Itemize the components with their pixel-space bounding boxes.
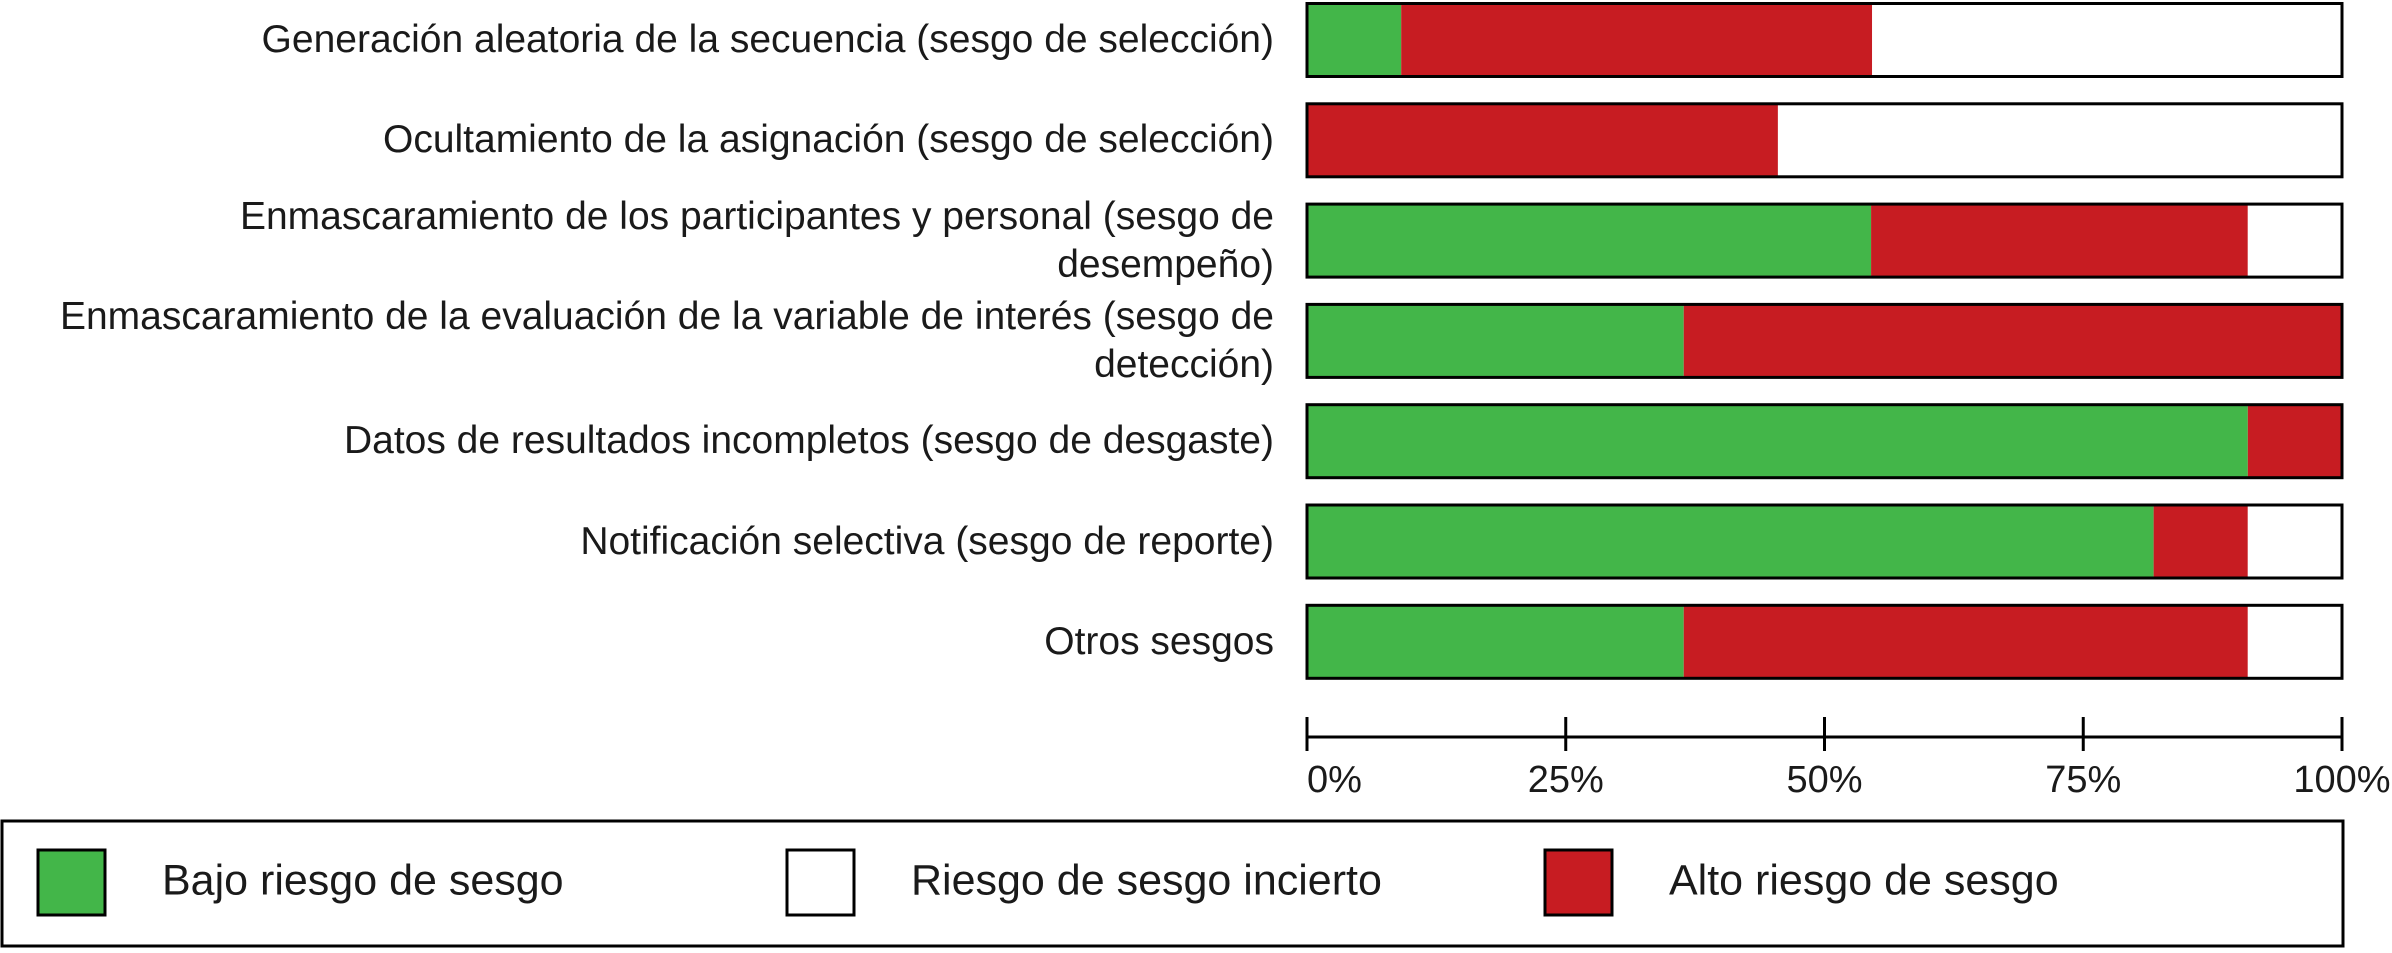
x-tick-label: 75%	[2045, 759, 2121, 801]
x-tick-label: 50%	[1786, 759, 1862, 801]
x-tick-label: 25%	[1528, 759, 1604, 801]
bar-segment	[1307, 304, 1684, 378]
bar-segment	[2247, 404, 2342, 478]
bar-segment	[1401, 3, 1873, 77]
bar-frame	[1305, 603, 2344, 680]
legend-box	[0, 819, 2345, 948]
category-label: Otros sesgos	[1044, 619, 1274, 663]
bar-segment	[1307, 505, 2154, 578]
category-label: Enmascaramiento de la evaluación de la v…	[59, 294, 1274, 386]
category-label: Enmascaramiento de los participantes y p…	[239, 194, 1274, 286]
legend-label: Riesgo de sesgo incierto	[911, 856, 1382, 904]
bar-frame	[1305, 302, 2344, 379]
bar-frame	[1305, 503, 2344, 580]
legend-swatch	[785, 848, 856, 917]
bar-segment	[1307, 605, 1684, 679]
legend-label: Alto riesgo de sesgo	[1669, 856, 2059, 904]
x-tick-label: 0%	[1307, 759, 1362, 801]
bar-segment	[1307, 204, 1872, 278]
legend-swatch	[36, 848, 107, 917]
bar-segment	[2247, 605, 2342, 679]
category-label: Notificación selectiva (sesgo de reporte…	[580, 519, 1274, 563]
bar-segment	[2247, 505, 2342, 578]
bar-segment	[1871, 204, 2248, 278]
bar-segment	[1683, 304, 2342, 378]
bar-segment	[1307, 404, 2248, 478]
x-tick-label: 100%	[2293, 759, 2390, 801]
bar-frame	[1305, 202, 2344, 279]
bar-segment	[2247, 204, 2342, 278]
legend-label: Bajo riesgo de sesgo	[162, 856, 564, 904]
bar-segment	[1307, 3, 1402, 77]
bar-segment	[2153, 505, 2248, 578]
category-label: Datos de resultados incompletos (sesgo d…	[343, 419, 1274, 463]
category-label: Generación aleatoria de la secuencia (se…	[261, 18, 1274, 61]
bar-segment	[1777, 103, 2342, 177]
category-label: Ocultamiento de la asignación (sesgo de …	[382, 118, 1274, 162]
bar-frame	[1305, 2, 2344, 78]
bar-segment	[1307, 103, 1778, 177]
bar-frame	[1305, 102, 2344, 179]
bar-segment	[1872, 3, 2344, 77]
legend-swatch	[1543, 848, 1614, 917]
bar-frame	[1305, 403, 2344, 480]
bar-segment	[1683, 605, 2248, 679]
